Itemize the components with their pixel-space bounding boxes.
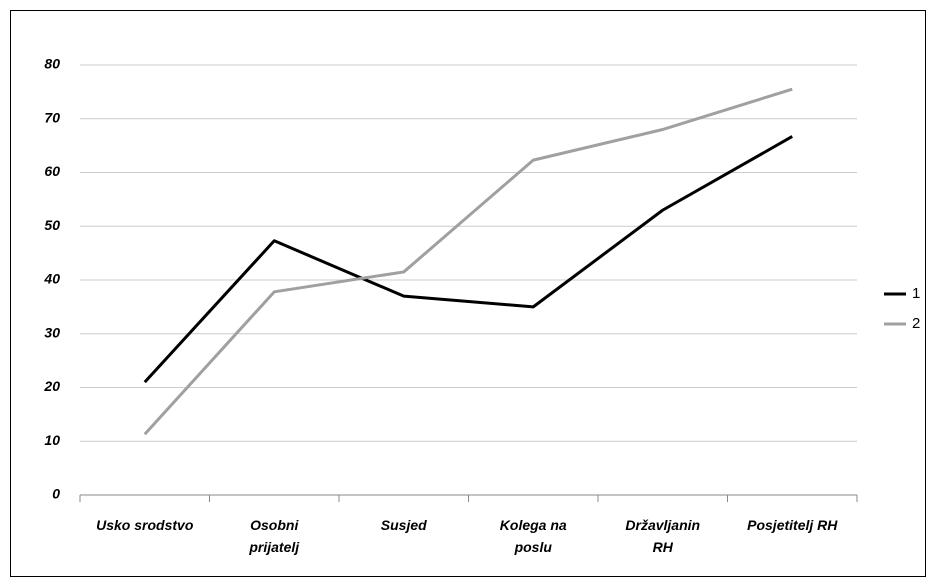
y-tick-label: 10 <box>44 432 60 448</box>
frame <box>10 10 926 577</box>
x-tick-label: Posjetitelj RH <box>747 517 838 533</box>
series-line <box>143 87 793 436</box>
y-tick-label: 80 <box>44 56 60 72</box>
y-tick-label: 0 <box>52 486 60 502</box>
legend-label: 1 <box>912 285 920 302</box>
x-tick-label: Susjed <box>380 517 427 533</box>
y-tick-label: 50 <box>44 217 60 233</box>
series-line <box>143 135 793 384</box>
x-tick-label: Usko srodstvo <box>96 517 194 533</box>
legend-label: 2 <box>912 315 920 332</box>
y-tick-label: 60 <box>44 163 60 179</box>
x-tick-label: Kolega na poslu <box>499 517 567 555</box>
x-tick-label: Državljanin RH <box>625 517 701 555</box>
y-tick-label: 70 <box>44 109 60 125</box>
x-tick-label: Osobni prijatelj <box>249 517 300 555</box>
y-tick-label: 20 <box>43 378 60 394</box>
y-tick-label: 30 <box>44 324 60 340</box>
y-tick-label: 40 <box>43 271 60 287</box>
